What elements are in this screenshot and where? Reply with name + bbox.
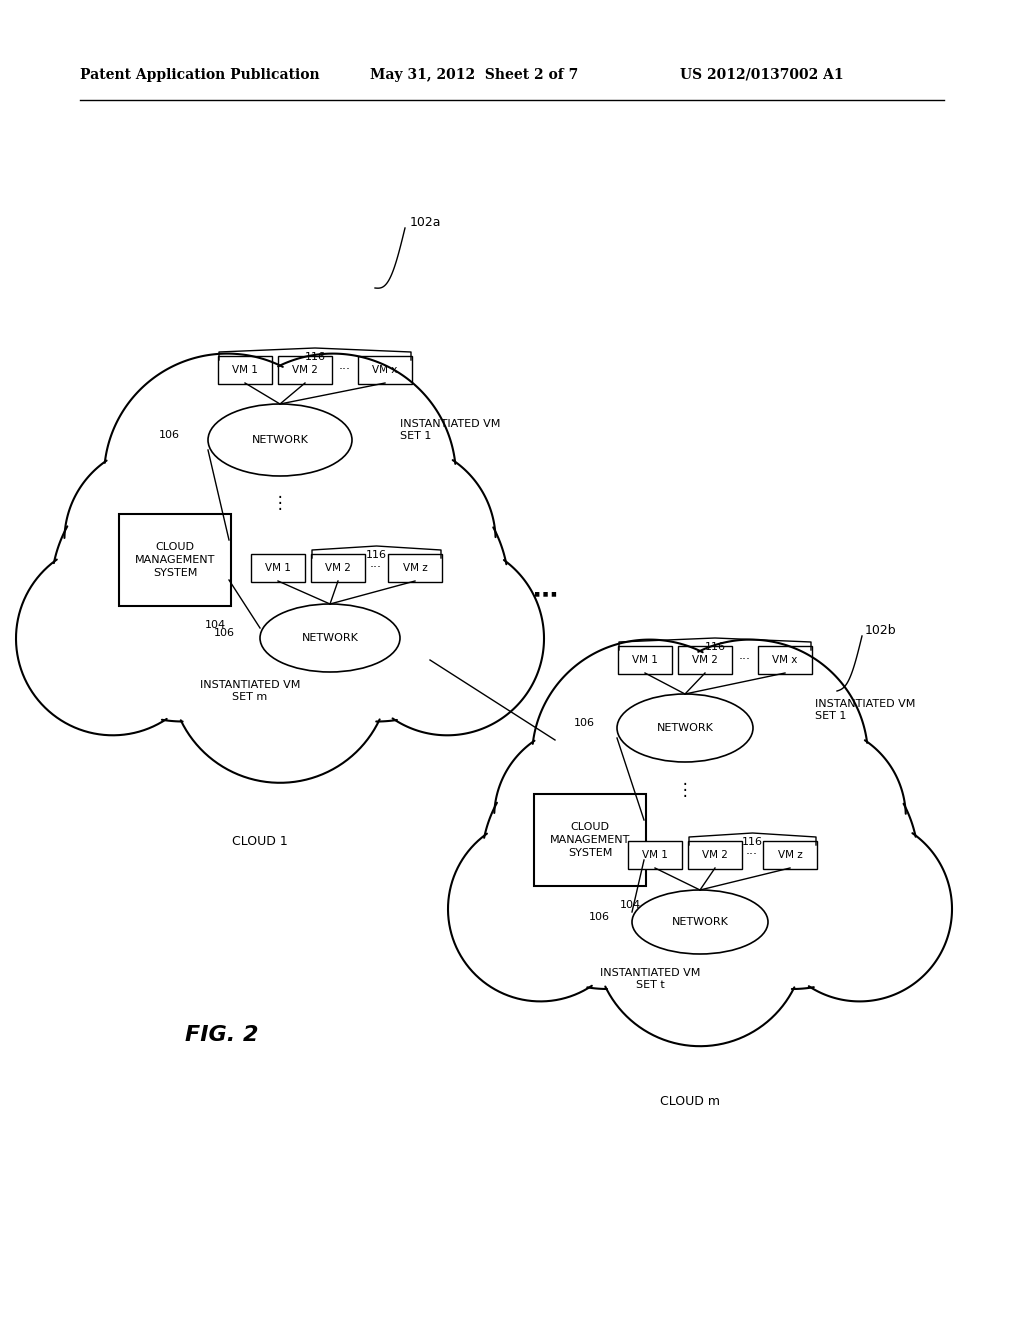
Circle shape — [51, 458, 315, 722]
Text: NETWORK: NETWORK — [672, 917, 728, 927]
Text: CLOUD
MANAGEMENT
SYSTEM: CLOUD MANAGEMENT SYSTEM — [550, 822, 630, 858]
FancyBboxPatch shape — [758, 645, 812, 675]
Text: INSTANTIATED VM
SET 1: INSTANTIATED VM SET 1 — [815, 698, 915, 721]
FancyBboxPatch shape — [388, 554, 442, 582]
Circle shape — [113, 397, 447, 733]
Text: ···: ··· — [339, 363, 351, 376]
Text: 104: 104 — [620, 900, 641, 909]
Text: NETWORK: NETWORK — [252, 436, 308, 445]
Text: VM 1: VM 1 — [232, 366, 258, 375]
Text: VM 1: VM 1 — [642, 850, 668, 861]
FancyBboxPatch shape — [534, 795, 646, 886]
FancyBboxPatch shape — [251, 554, 305, 582]
Text: 116: 116 — [742, 837, 763, 847]
Circle shape — [481, 737, 733, 989]
Text: INSTANTIATED VM
SET m: INSTANTIATED VM SET m — [200, 680, 300, 702]
FancyBboxPatch shape — [358, 356, 412, 384]
Text: VM 2: VM 2 — [292, 366, 317, 375]
FancyBboxPatch shape — [311, 554, 365, 582]
Circle shape — [65, 444, 258, 638]
Text: VM 2: VM 2 — [692, 655, 718, 665]
FancyBboxPatch shape — [218, 356, 272, 384]
FancyBboxPatch shape — [278, 356, 332, 384]
Ellipse shape — [632, 890, 768, 954]
FancyBboxPatch shape — [688, 841, 742, 869]
Text: CLOUD 1: CLOUD 1 — [232, 836, 288, 847]
Text: ···: ··· — [739, 653, 751, 667]
Text: VM 2: VM 2 — [325, 564, 351, 573]
Ellipse shape — [617, 694, 753, 762]
Text: FIG. 2: FIG. 2 — [185, 1026, 258, 1045]
Text: VM x: VM x — [772, 655, 798, 665]
Text: Patent Application Publication: Patent Application Publication — [80, 69, 319, 82]
Circle shape — [721, 725, 906, 909]
Text: 104: 104 — [205, 620, 226, 630]
Circle shape — [595, 836, 805, 1047]
Text: VM z: VM z — [777, 850, 803, 861]
Text: VM z: VM z — [402, 564, 427, 573]
Text: CLOUD
MANAGEMENT
SYSTEM: CLOUD MANAGEMENT SYSTEM — [135, 541, 215, 578]
Circle shape — [633, 640, 868, 875]
Ellipse shape — [208, 404, 352, 477]
Circle shape — [170, 562, 390, 783]
Text: 102b: 102b — [865, 623, 897, 636]
Text: 106: 106 — [214, 628, 234, 638]
Circle shape — [532, 640, 767, 875]
Text: 106: 106 — [589, 912, 610, 921]
Circle shape — [495, 725, 679, 909]
Text: VM 1: VM 1 — [632, 655, 658, 665]
Text: 102a: 102a — [410, 215, 441, 228]
Text: 116: 116 — [304, 352, 326, 362]
Text: NETWORK: NETWORK — [656, 723, 714, 733]
FancyBboxPatch shape — [763, 841, 817, 869]
Circle shape — [449, 817, 633, 1002]
Text: VM 2: VM 2 — [702, 850, 728, 861]
Text: VM 1: VM 1 — [265, 564, 291, 573]
Text: 106: 106 — [159, 430, 180, 440]
Text: INSTANTIATED VM
SET t: INSTANTIATED VM SET t — [600, 968, 700, 990]
Text: ⋮: ⋮ — [677, 781, 693, 799]
FancyBboxPatch shape — [678, 645, 732, 675]
Text: ···: ··· — [746, 849, 758, 862]
Text: ···: ··· — [370, 561, 382, 574]
Text: 116: 116 — [705, 642, 725, 652]
Text: NETWORK: NETWORK — [301, 634, 358, 643]
Circle shape — [104, 354, 350, 601]
Circle shape — [16, 541, 210, 735]
FancyBboxPatch shape — [119, 513, 231, 606]
FancyBboxPatch shape — [618, 645, 672, 675]
Circle shape — [302, 444, 496, 638]
Text: May 31, 2012  Sheet 2 of 7: May 31, 2012 Sheet 2 of 7 — [370, 69, 579, 82]
Text: US 2012/0137002 A1: US 2012/0137002 A1 — [680, 69, 844, 82]
Circle shape — [667, 737, 919, 989]
Ellipse shape — [260, 605, 400, 672]
Text: 116: 116 — [366, 550, 387, 560]
Text: ⋮: ⋮ — [271, 494, 289, 512]
Text: ⋯: ⋯ — [532, 583, 557, 607]
Text: INSTANTIATED VM
SET 1: INSTANTIATED VM SET 1 — [400, 418, 501, 441]
Text: CLOUD m: CLOUD m — [660, 1096, 720, 1107]
Circle shape — [245, 458, 509, 722]
Text: 106: 106 — [574, 718, 595, 729]
Circle shape — [767, 817, 952, 1002]
Circle shape — [541, 680, 859, 999]
Circle shape — [210, 354, 456, 601]
FancyBboxPatch shape — [628, 841, 682, 869]
Circle shape — [350, 541, 544, 735]
Text: VM x: VM x — [373, 366, 397, 375]
